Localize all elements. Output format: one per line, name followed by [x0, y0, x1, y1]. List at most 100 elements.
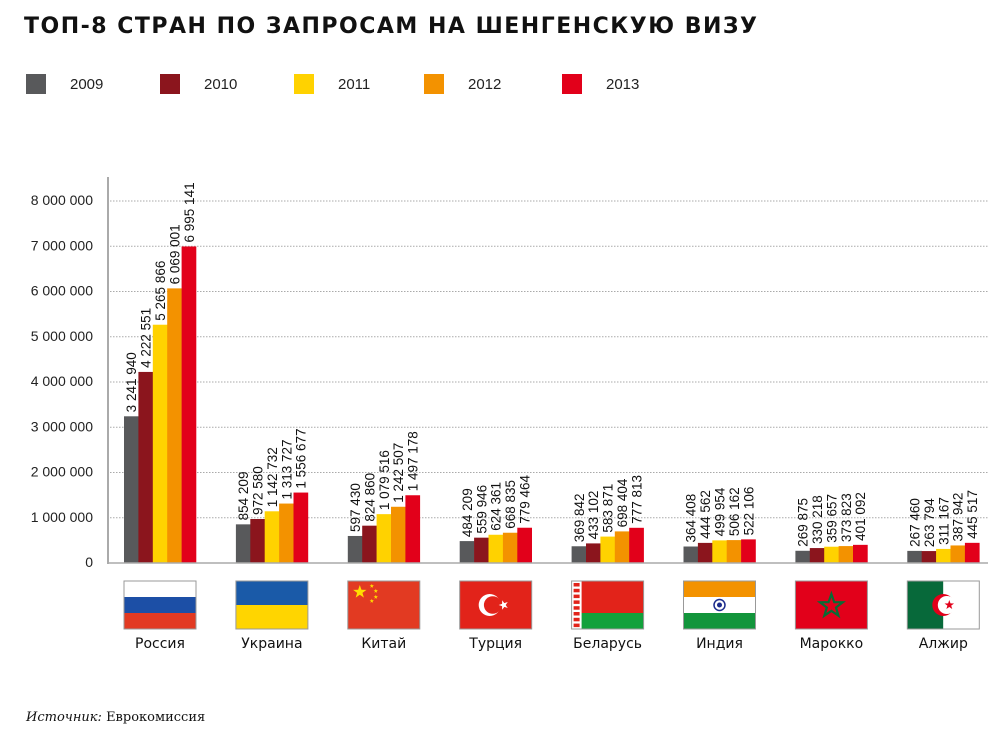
india-flag [683, 580, 756, 630]
x-tick-label: Китай [361, 636, 406, 652]
bar-2011 [152, 324, 168, 563]
x-axis-labels: Россия Украина Китай Турция Беларусь Индия Мар… [135, 636, 968, 652]
y-tick-label: 1 000 000 [31, 509, 93, 525]
bar-2013 [853, 544, 868, 563]
turkey-flag [459, 580, 533, 630]
data-label: 668 835 [503, 480, 518, 529]
y-tick-label: 7 000 000 [31, 237, 93, 253]
legend-swatch-2010 [160, 74, 180, 94]
y-tick-label: 0 [85, 554, 93, 570]
bar-2009 [235, 524, 251, 563]
y-tick-label: 4 000 000 [31, 373, 93, 389]
bar-2011 [488, 534, 504, 563]
chakra-icon [713, 598, 726, 612]
x-tick-label: Россия [135, 636, 185, 652]
data-label: 499 954 [713, 487, 728, 536]
bar-2012 [502, 532, 518, 563]
data-label: 559 946 [474, 485, 489, 534]
data-label: 506 162 [727, 487, 742, 536]
flag-ornament [573, 612, 580, 616]
axes [107, 177, 988, 564]
data-label: 373 823 [839, 493, 854, 542]
y-tick-label: 5 000 000 [31, 328, 93, 344]
algeria-flag [906, 580, 980, 630]
x-tick-label: Украина [241, 636, 302, 652]
flag-ornament [573, 600, 580, 604]
bar-2010 [586, 543, 601, 563]
flag-stripe [124, 597, 196, 613]
data-label: 269 875 [796, 498, 811, 547]
legend-swatch-2009 [26, 74, 46, 94]
bar-2012 [838, 546, 854, 563]
bar-2010 [474, 537, 489, 563]
country-flags [123, 580, 980, 630]
data-label: 597 430 [348, 483, 363, 532]
x-tick-label: Индия [696, 636, 743, 652]
gridlines [110, 200, 988, 519]
bar-2013 [293, 492, 309, 563]
bar-2009 [683, 546, 699, 563]
data-label: 624 361 [489, 482, 504, 531]
crescent-icon [483, 596, 502, 614]
bar-2012 [950, 545, 966, 563]
data-label: 777 813 [629, 475, 644, 524]
legend: 2009 2010 2011 2012 2013 [26, 73, 726, 95]
flag-border [794, 580, 868, 630]
bar-2010 [809, 548, 825, 563]
data-label: 854 209 [236, 472, 251, 521]
morocco-flag [794, 580, 868, 630]
bar-2009 [907, 550, 922, 563]
flag-ornament [573, 588, 580, 593]
legend-label-2011: 2011 [338, 75, 371, 93]
star-icon [373, 594, 378, 599]
data-label: 1 497 178 [406, 431, 421, 491]
data-label: 1 242 507 [391, 443, 406, 503]
bar-2013 [405, 495, 421, 563]
data-label: 6 995 141 [182, 182, 197, 242]
data-label: 824 860 [362, 473, 377, 522]
flag-border [459, 580, 533, 630]
x-tick-label: Турция [468, 636, 522, 652]
source-value: Еврокомиссия [101, 710, 206, 725]
legend-item-2012: 2012 [424, 73, 501, 95]
data-label: 779 464 [518, 474, 533, 523]
bars [124, 246, 980, 564]
legend-label-2013: 2013 [606, 75, 640, 93]
bar-2011 [600, 536, 616, 563]
data-label: 263 794 [922, 498, 937, 547]
legend-item-2009: 2009 [26, 73, 103, 95]
flag-ornament [571, 581, 582, 629]
legend-item-2010: 2010 [160, 73, 237, 95]
data-label: 522 106 [741, 487, 756, 536]
data-label: 1 313 727 [279, 439, 294, 499]
data-label: 267 460 [908, 498, 923, 547]
source-note: Источник: Еврокомиссия [26, 710, 205, 725]
star-icon [353, 585, 367, 598]
bar-2011 [376, 514, 392, 563]
legend-label-2012: 2012 [468, 75, 502, 93]
bar-2013 [181, 246, 197, 564]
flag-stripe [124, 613, 196, 629]
flag-field [795, 581, 868, 629]
x-tick-label: Марокко [800, 636, 864, 652]
x-tick-label: Алжир [919, 636, 968, 652]
star-icon [369, 598, 374, 603]
y-axis-ticks: 0 1 000 000 2 000 000 3 000 000 4 000 000 5 0… [31, 192, 94, 570]
flag-stripe [235, 605, 308, 629]
bar-2010 [921, 551, 937, 563]
star-icon [373, 588, 378, 593]
data-label: 698 404 [615, 478, 630, 527]
data-label: 401 092 [853, 492, 868, 541]
y-tick-label: 8 000 000 [31, 192, 93, 208]
data-label: 387 942 [951, 493, 966, 542]
bar-2010 [138, 371, 154, 563]
y-tick-label: 2 000 000 [31, 464, 93, 480]
data-label: 1 079 516 [377, 450, 392, 510]
flag-border [347, 580, 421, 630]
bar-2011 [712, 540, 727, 563]
bar-2011 [824, 546, 839, 563]
bar-2012 [391, 506, 406, 563]
bar-2012 [279, 503, 294, 563]
flag-stripe [683, 613, 756, 629]
